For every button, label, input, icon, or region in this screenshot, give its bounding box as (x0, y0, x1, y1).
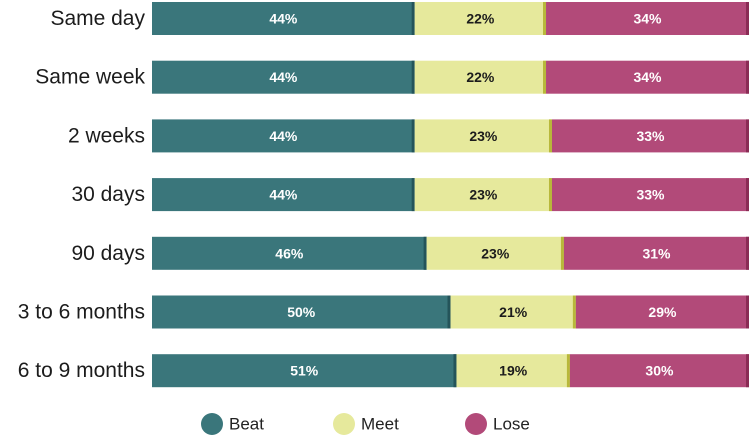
segment-edge-beat (453, 354, 457, 388)
segment-edge-beat (411, 119, 415, 153)
bar-segment-lose (551, 178, 749, 212)
bar-segment-beat (152, 119, 415, 153)
category-label: 90 days (71, 242, 145, 265)
data-label-lose: 30% (645, 363, 674, 379)
data-label-beat: 44% (269, 69, 298, 85)
category-label: 30 days (71, 183, 145, 206)
bar-rows: Same day 44% 22% 34% Same week 44% 22% 34% 2 wee… (18, 2, 749, 388)
segment-edge-lose (746, 354, 749, 388)
bar-segment-meet (450, 295, 576, 329)
bar-segment-meet (414, 60, 547, 94)
data-label-lose: 29% (648, 304, 677, 320)
bar-segment-meet (414, 2, 547, 35)
data-label-lose: 34% (633, 69, 662, 85)
bar-row: Same day 44% 22% 34% (50, 2, 749, 35)
bar-segment-beat (152, 60, 415, 94)
bar-segment-meet (426, 236, 564, 270)
data-label-meet: 23% (469, 128, 498, 144)
bar-segment-beat (152, 178, 415, 212)
category-label: Same day (50, 7, 145, 30)
segment-edge-lose (746, 2, 749, 35)
segment-edge-meet (566, 354, 570, 388)
category-label: 6 to 9 months (18, 359, 145, 382)
bar-segment-beat (152, 2, 415, 35)
chart-legend: Beat Meet Lose (201, 413, 530, 435)
data-label-beat: 51% (290, 363, 319, 379)
segment-edge-beat (411, 2, 415, 35)
segment-edge-meet (543, 2, 547, 35)
legend-swatch-beat (201, 413, 223, 435)
bar-segment-lose (546, 60, 749, 94)
segment-edge-meet (572, 295, 576, 329)
bar-row: Same week 44% 22% 34% (35, 60, 749, 94)
bar-segment-beat (152, 236, 427, 270)
data-label-lose: 33% (636, 187, 665, 203)
segment-edge-lose (746, 295, 749, 329)
segment-edge-beat (447, 295, 451, 329)
bar-row: 3 to 6 months 50% 21% 29% (18, 295, 749, 329)
segment-edge-lose (746, 119, 749, 153)
data-label-beat: 46% (275, 245, 304, 261)
data-label-beat: 44% (269, 187, 298, 203)
data-label-meet: 22% (466, 11, 495, 27)
category-label: 3 to 6 months (18, 301, 145, 324)
bar-segment-beat (152, 295, 451, 329)
segment-edge-meet (548, 119, 552, 153)
legend-item-meet: Meet (333, 413, 399, 435)
legend-label-meet: Meet (361, 415, 399, 434)
bar-row: 6 to 9 months 51% 19% 30% (18, 354, 749, 388)
data-label-lose: 33% (636, 128, 665, 144)
segment-edge-beat (411, 60, 415, 94)
data-label-meet: 23% (469, 187, 498, 203)
segment-edge-meet (543, 60, 547, 94)
bar-segment-lose (546, 2, 749, 35)
legend-swatch-meet (333, 413, 355, 435)
data-label-beat: 44% (269, 11, 298, 27)
category-label: Same week (35, 66, 145, 89)
data-label-lose: 31% (642, 245, 671, 261)
bar-row: 90 days 46% 23% 31% (71, 236, 749, 270)
segment-edge-beat (423, 236, 427, 270)
bar-segment-meet (456, 354, 570, 388)
bar-segment-lose (563, 236, 749, 270)
data-label-meet: 19% (499, 363, 528, 379)
legend-swatch-lose (465, 413, 487, 435)
segment-edge-lose (746, 178, 749, 212)
segment-edge-beat (411, 178, 415, 212)
data-label-meet: 22% (466, 69, 495, 85)
segment-edge-meet (548, 178, 552, 212)
data-label-meet: 21% (499, 304, 528, 320)
segment-edge-meet (560, 236, 564, 270)
data-label-beat: 44% (269, 128, 298, 144)
segment-edge-lose (746, 60, 749, 94)
data-label-meet: 23% (481, 245, 510, 261)
bar-segment-beat (152, 354, 457, 388)
data-label-lose: 34% (633, 11, 662, 27)
bar-segment-lose (575, 295, 749, 329)
legend-label-beat: Beat (229, 415, 264, 434)
bar-row: 30 days 44% 23% 33% (71, 178, 749, 212)
legend-item-lose: Lose (465, 413, 530, 435)
bar-segment-lose (551, 119, 749, 153)
category-label: 2 weeks (68, 124, 145, 147)
bar-segment-meet (414, 119, 552, 153)
bar-row: 2 weeks 44% 23% 33% (68, 119, 749, 153)
bar-segment-lose (569, 354, 749, 388)
data-label-beat: 50% (287, 304, 316, 320)
legend-label-lose: Lose (493, 415, 530, 434)
segment-edge-lose (746, 236, 749, 270)
legend-item-beat: Beat (201, 413, 264, 435)
bar-segment-meet (414, 178, 552, 212)
